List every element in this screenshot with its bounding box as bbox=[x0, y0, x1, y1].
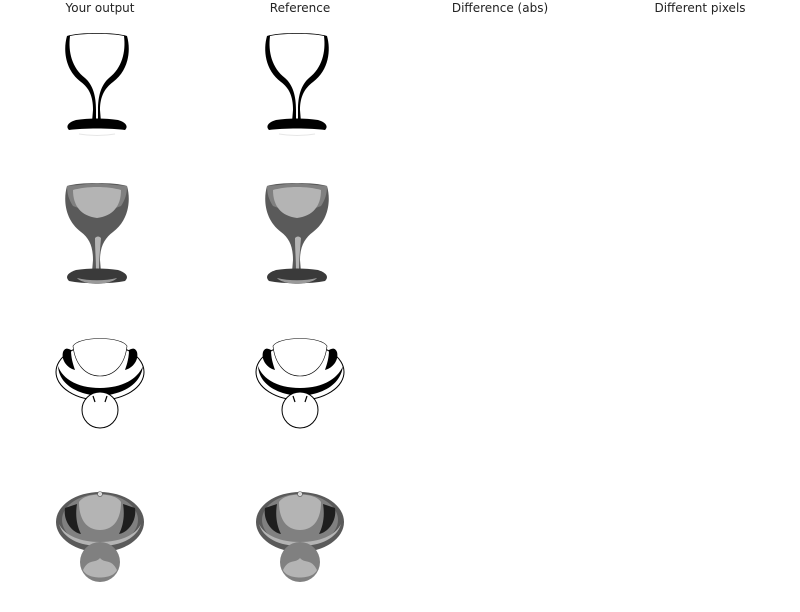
reference-glass-silhouette-top bbox=[255, 330, 375, 450]
your-output-glass-silhouette-side bbox=[55, 30, 175, 150]
your-output-glass-shaded-side bbox=[55, 180, 175, 300]
reference-glass-silhouette-side bbox=[255, 30, 375, 150]
your-output-glass-silhouette-top bbox=[55, 330, 175, 450]
column-title-difference: Difference (abs) bbox=[451, 1, 549, 15]
reference-glass-shaded-top bbox=[255, 480, 375, 600]
different-pixels-panel bbox=[640, 20, 760, 600]
column-title-reference: Reference bbox=[269, 1, 331, 15]
your-output-glass-shaded-top bbox=[55, 480, 175, 600]
reference-glass-shaded-side bbox=[255, 180, 375, 300]
column-title-different-pixels: Different pixels bbox=[654, 1, 746, 15]
difference-abs-panel bbox=[440, 20, 560, 600]
column-title-your-output: Your output bbox=[65, 1, 135, 15]
